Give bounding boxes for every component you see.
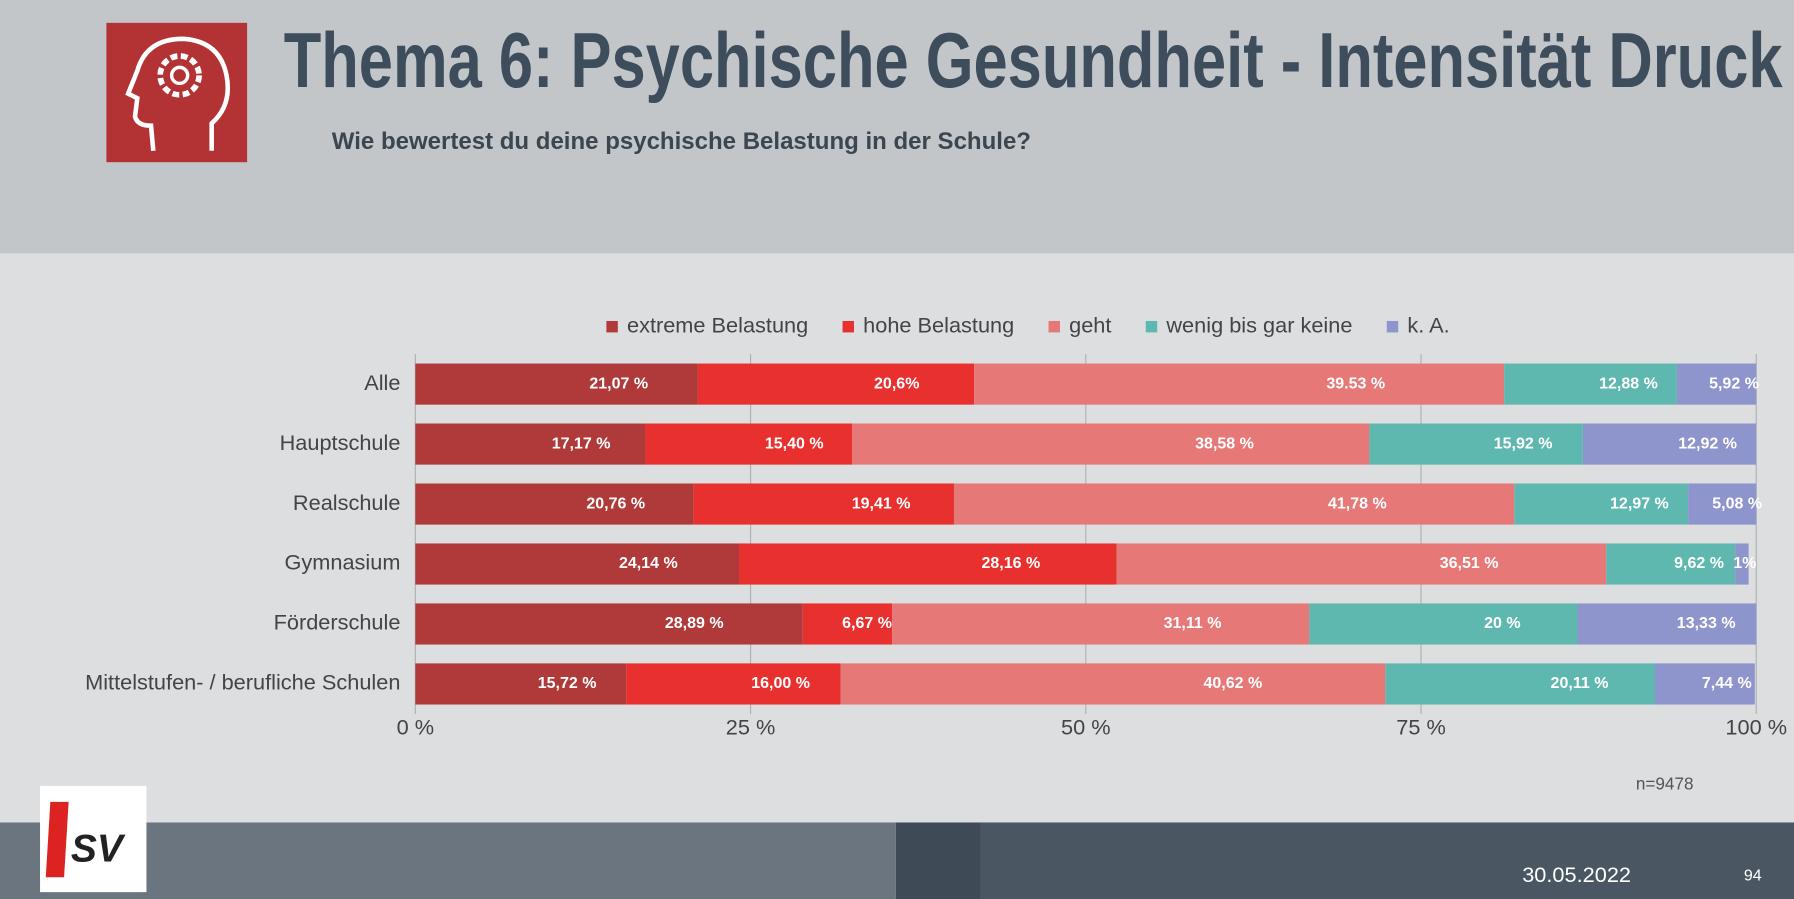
data-label: 6,67 % (842, 615, 892, 632)
legend-marker (1386, 320, 1399, 333)
data-label: 24,14 % (619, 555, 678, 572)
x-tick-label: 100 % (1725, 715, 1787, 740)
y-tick-label: Hauptschule (280, 430, 401, 455)
logo-text: SV (71, 827, 126, 870)
bar-segment (1688, 483, 1757, 525)
bar-segment (697, 363, 975, 405)
data-label: 36,51 % (1440, 555, 1499, 572)
data-label: 13,33 % (1677, 615, 1736, 632)
bar-segment (1116, 543, 1607, 585)
y-tick-label: Alle (364, 370, 400, 395)
data-label: 20,6% (874, 375, 919, 392)
footer-mid (895, 822, 981, 899)
bar-segment (415, 483, 694, 525)
bar-segment (802, 603, 893, 645)
bar-segment (1369, 423, 1583, 465)
legend-marker (1048, 320, 1060, 333)
bar-segment (1514, 483, 1689, 525)
data-label: 28,89 % (665, 615, 724, 632)
y-tick-label: Gymnasium (284, 550, 400, 575)
legend-label: extreme Belastung (627, 312, 808, 337)
data-label: 5,92 % (1709, 375, 1759, 392)
data-label: 20 % (1484, 615, 1520, 632)
data-label: 41,78 % (1328, 495, 1387, 512)
data-label: 7,44 % (1702, 675, 1752, 692)
chart-band (0, 253, 1794, 823)
bar-segment (739, 543, 1117, 585)
bar-segment (840, 663, 1386, 705)
data-label: 31,11 % (1164, 615, 1222, 632)
header-band (0, 0, 1794, 254)
data-label: 9,62 % (1674, 555, 1724, 572)
data-label: 12,88 % (1599, 375, 1658, 392)
data-label: 21,07 % (589, 375, 648, 392)
subtitle: Wie bewertest du deine psychische Belast… (332, 128, 1031, 155)
footer-left (0, 822, 896, 899)
legend-label: geht (1069, 312, 1111, 337)
bar-segment (1606, 543, 1736, 585)
bar-segment (693, 483, 954, 525)
bar-segment (415, 423, 646, 465)
data-label: 19,41 % (852, 495, 911, 512)
footer-right (980, 822, 1794, 899)
bar-segment (974, 363, 1505, 405)
bar-segment (415, 363, 698, 405)
x-tick-label: 25 % (726, 715, 776, 740)
bar-segment (953, 483, 1515, 525)
bar-segment (1385, 663, 1656, 705)
bar-segment (645, 423, 853, 465)
bar-segment (892, 603, 1310, 645)
x-tick-label: 75 % (1396, 715, 1446, 740)
bar-segment (415, 663, 627, 705)
date: 30.05.2022 (1522, 862, 1631, 887)
bar-segment (1676, 363, 1757, 405)
data-label: 1% (1733, 555, 1756, 572)
data-label: 20,76 % (586, 495, 645, 512)
y-tick-label: Mittelstufen- / berufliche Schulen (85, 670, 400, 695)
data-label: 15,40 % (765, 435, 824, 452)
x-tick-label: 50 % (1061, 715, 1111, 740)
data-label: 20,11 % (1551, 675, 1609, 692)
bar-segment (1582, 423, 1757, 465)
title: Thema 6: Psychische Gesundheit - Intensi… (284, 18, 1783, 104)
sample-note: n=9478 (1636, 773, 1694, 793)
y-tick-label: Realschule (293, 490, 401, 515)
legend-label: hohe Belastung (863, 312, 1014, 337)
legend-label: wenig bis gar keine (1165, 312, 1352, 337)
legend-marker (842, 320, 854, 333)
bar-segment (1577, 603, 1757, 645)
data-label: 28,16 % (982, 555, 1041, 572)
bar-segment (415, 543, 740, 585)
data-label: 15,92 % (1494, 435, 1553, 452)
data-label: 39.53 % (1326, 375, 1385, 392)
y-tick-label: Förderschule (274, 610, 401, 635)
x-tick-label: 0 % (397, 715, 434, 740)
bar-segment (852, 423, 1370, 465)
bar-segment (1504, 363, 1677, 405)
icon (106, 22, 248, 163)
legend-marker (606, 320, 618, 333)
bar-segment (1309, 603, 1578, 645)
data-label: 40,62 % (1203, 675, 1262, 692)
data-label: 38,58 % (1195, 435, 1254, 452)
legend-label: k. A. (1407, 312, 1449, 337)
data-label: 16,00 % (751, 675, 810, 692)
data-label: 17,17 % (552, 435, 611, 452)
bar-segment (1735, 543, 1749, 585)
plot: 0 % 25 % 50 % 75 % 100 % Alle 21,07 % 20,6% 39.5… (85, 312, 1787, 739)
bar-segment (415, 603, 803, 645)
page-number: 94 (1744, 867, 1762, 884)
bar-segment (626, 663, 841, 705)
data-label: 12,92 % (1678, 435, 1737, 452)
legend-marker (1145, 320, 1158, 333)
bar-segment (1655, 663, 1755, 705)
data-label: 12,97 % (1610, 495, 1669, 512)
data-label: 5,08 % (1712, 495, 1762, 512)
logo: SV (40, 785, 147, 893)
data-label: 15,72 % (538, 675, 597, 692)
